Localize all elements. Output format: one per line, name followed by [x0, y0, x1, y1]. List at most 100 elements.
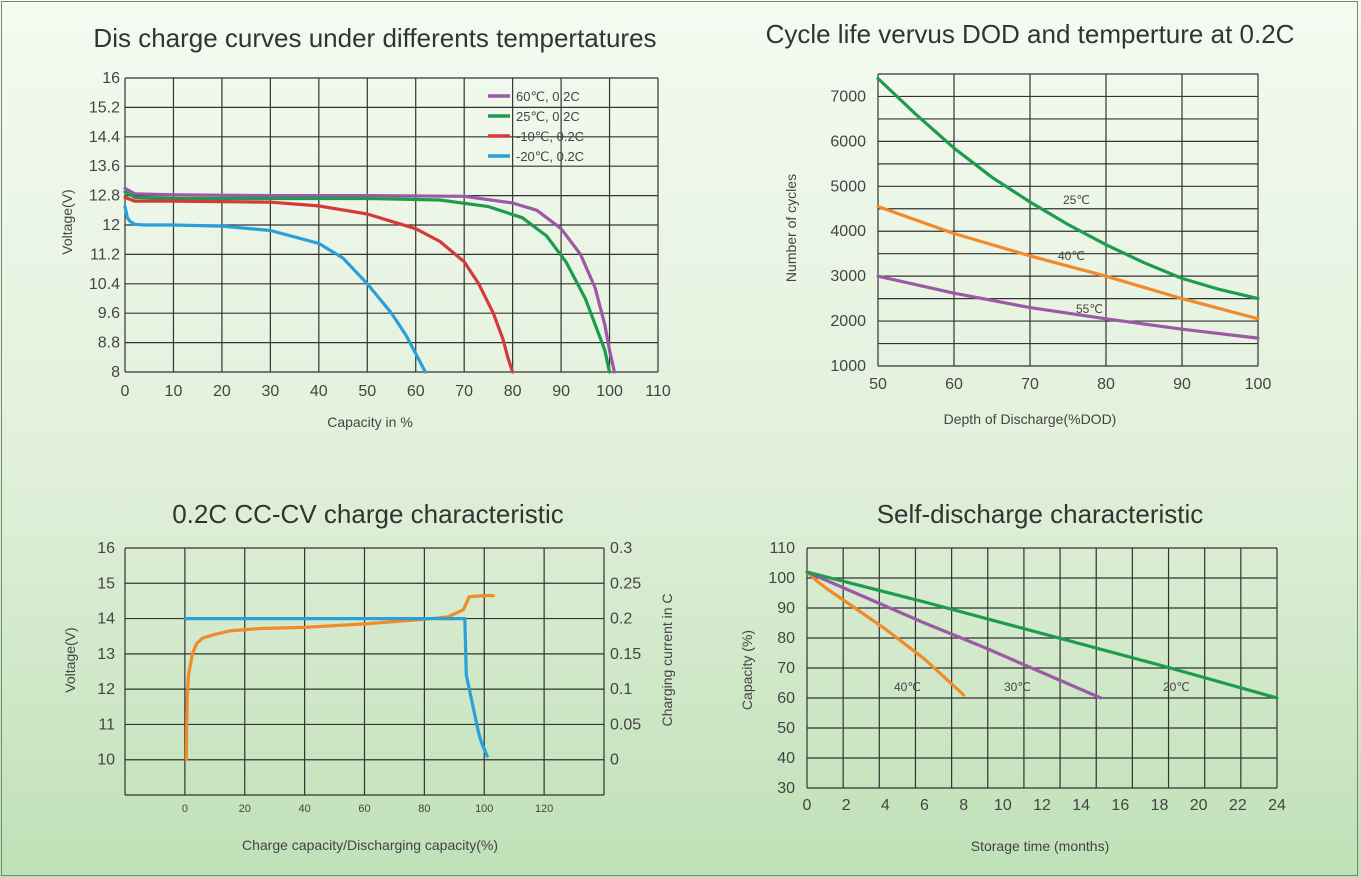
y-tick-label: 16 [97, 540, 115, 557]
y-tick-label: 11 [98, 716, 115, 733]
x-tick-label: 100 [475, 803, 493, 815]
chart-title: Cycle life vervus DOD and temperture at … [766, 19, 1295, 49]
series-line-0 [184, 594, 495, 762]
x-tick-label: 40 [299, 803, 311, 815]
y2-tick-label: 0 [610, 752, 619, 769]
discharge-chart: Dis charge curves under differents tempe… [59, 23, 671, 430]
grid [124, 77, 659, 373]
x-tick-label: 60 [358, 803, 370, 815]
y2-tick-label: 0.2 [610, 611, 632, 628]
y-tick-label: 8.8 [98, 335, 120, 352]
y-tick-label: 15 [97, 575, 115, 592]
y-tick-label: 12 [97, 681, 115, 698]
y-tick-label: 3000 [830, 268, 866, 285]
y-tick-label: 60 [777, 690, 795, 707]
x-axis-label: Storage time (months) [971, 838, 1110, 854]
series-line-3 [123, 205, 427, 374]
x-tick-label: 20 [213, 383, 231, 400]
x-tick-label: 90 [1173, 376, 1191, 393]
series-annotation: 25℃ [1063, 193, 1090, 207]
legend-entry: -10℃, 0.2C [516, 129, 584, 144]
x-tick-label: 80 [418, 803, 430, 815]
series-line-1 [183, 617, 489, 758]
series-annotation: 55℃ [1076, 302, 1103, 316]
x-tick-label: 0 [182, 803, 188, 815]
y-tick-label: 110 [769, 540, 795, 557]
x-tick-label: 30 [261, 383, 279, 400]
series-line-2 [805, 570, 1279, 700]
y-axis-label: Capacity (%) [739, 630, 755, 710]
y-tick-label: 40 [777, 750, 795, 767]
x-tick-label: 8 [959, 797, 968, 814]
x-tick-label: 0 [803, 797, 812, 814]
y-tick-label: 8 [111, 364, 120, 381]
x-tick-label: 80 [504, 383, 522, 400]
y-tick-label: 6000 [830, 133, 866, 150]
series-line-1 [876, 204, 1260, 321]
y-tick-label: 12 [102, 217, 120, 234]
series-line-2 [876, 274, 1260, 340]
series-annotation: 20℃ [1163, 680, 1190, 694]
x-tick-label: 12 [1033, 797, 1051, 814]
series-line-0 [876, 76, 1260, 301]
y2-tick-label: 0.1 [610, 681, 632, 698]
y-tick-label: 4000 [830, 223, 866, 240]
y-tick-label: 30 [777, 780, 795, 797]
legend-entry: 25℃, 0.2C [516, 109, 580, 124]
series-line-0 [123, 186, 616, 374]
y-tick-label: 90 [777, 600, 795, 617]
x-tick-label: 16 [1111, 797, 1129, 814]
x-tick-label: 22 [1229, 797, 1247, 814]
x-tick-label: 6 [920, 797, 929, 814]
x-tick-label: 70 [455, 383, 473, 400]
y-tick-label: 50 [777, 720, 795, 737]
x-axis-label: Charge capacity/Discharging capacity(%) [242, 837, 498, 853]
x-tick-label: 40 [310, 383, 328, 400]
legend-entry: 60℃, 0.2C [516, 89, 580, 104]
y-tick-label: 13 [97, 646, 115, 663]
x-tick-label: 60 [945, 376, 963, 393]
y-tick-label: 14.4 [89, 129, 120, 146]
x-tick-label: 10 [994, 797, 1012, 814]
grid [877, 73, 1259, 367]
y-axis-label: Voltage(V) [62, 627, 78, 692]
y-tick-label: 10.4 [89, 276, 120, 293]
charge-chart: 0.2C CC-CV charge characteristic 0 20 40 60 8… [62, 499, 675, 853]
chart-title: Self-discharge characteristic [877, 499, 1204, 529]
y2-tick-label: 0.05 [610, 716, 641, 733]
x-axis-label: Depth of Discharge(%DOD) [944, 411, 1117, 427]
y-tick-label: 5000 [830, 178, 866, 195]
x-tick-label: 60 [407, 383, 425, 400]
x-tick-label: 100 [596, 383, 623, 400]
y-axis-label: Voltage(V) [59, 189, 75, 254]
x-tick-label: 90 [552, 383, 570, 400]
x-tick-label: 100 [1245, 376, 1272, 393]
x-tick-label: 50 [869, 376, 887, 393]
x-tick-label: 4 [881, 797, 890, 814]
x-tick-label: 20 [239, 803, 251, 815]
x-axis-label: Capacity in % [327, 414, 413, 430]
x-tick-label: 70 [1021, 376, 1039, 393]
series-annotation: 30℃ [1004, 680, 1031, 694]
grid [806, 547, 1278, 789]
y-tick-label: 9.6 [98, 305, 120, 322]
y-tick-label: 80 [777, 630, 795, 647]
y-tick-label: 14 [97, 611, 115, 628]
y-tick-label: 100 [768, 570, 795, 587]
x-tick-label: 18 [1151, 797, 1169, 814]
y-axis-label: Number of cycles [783, 174, 799, 282]
x-tick-label: 24 [1268, 797, 1286, 814]
y-tick-label: 13.6 [89, 158, 120, 175]
y2-tick-label: 0.15 [610, 646, 641, 663]
series-annotation: 40℃ [1058, 249, 1085, 263]
cycle-chart: Cycle life vervus DOD and temperture at … [766, 19, 1295, 427]
x-tick-label: 2 [842, 797, 851, 814]
grid [124, 547, 605, 796]
x-tick-label: 80 [1097, 376, 1115, 393]
series-annotation: 40℃ [894, 680, 921, 694]
chart-title: 0.2C CC-CV charge characteristic [172, 499, 564, 529]
chart-title: Dis charge curves under differents tempe… [93, 23, 656, 53]
x-tick-label: 20 [1190, 797, 1208, 814]
